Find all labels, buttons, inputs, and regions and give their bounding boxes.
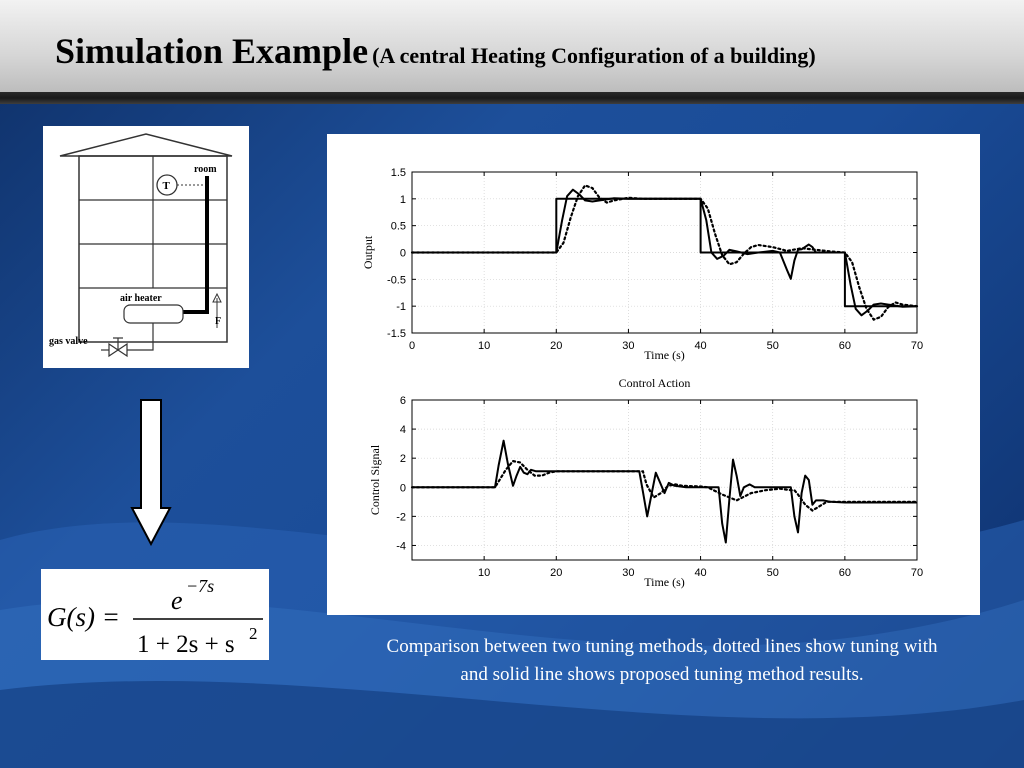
x-tick-label: 50 bbox=[767, 567, 779, 579]
sensor-label: T bbox=[163, 180, 171, 192]
air-heater-icon bbox=[123, 304, 184, 324]
title-subtitle: (A central Heating Configuration of a bu… bbox=[372, 43, 816, 68]
formula-lhs: G(s) = bbox=[47, 602, 120, 632]
x-tick-label: 20 bbox=[550, 567, 562, 579]
transfer-function-panel: G(s) = e −7s 1 + 2s + s 2 bbox=[41, 569, 269, 660]
gas-valve-label: gas valve bbox=[49, 336, 88, 347]
series-line-solid bbox=[412, 439, 917, 544]
series-line-solid bbox=[412, 188, 918, 317]
x-axis-label: Time (s) bbox=[644, 348, 685, 362]
y-tick-label: 2 bbox=[400, 453, 406, 465]
x-tick-label: 10 bbox=[478, 340, 490, 352]
output-chart: 0 10 20 30 40 50 60 70 1.5 1 0.5 0 -0.5 -1 -1.5 Time (s… bbox=[361, 167, 923, 362]
formula-numerator-base: e bbox=[171, 586, 183, 615]
x-axis-label: Time (s) bbox=[644, 575, 685, 589]
title-main: Simulation Example bbox=[55, 31, 369, 71]
x-tick-label: 30 bbox=[622, 340, 634, 352]
series-line-dotted bbox=[410, 184, 919, 321]
y-tick-label: -4 bbox=[396, 540, 406, 552]
y-axis-label: Control Signal bbox=[368, 444, 382, 515]
x-tick-label: 70 bbox=[911, 340, 923, 352]
slide-title: Simulation Example (A central Heating Co… bbox=[55, 30, 816, 72]
flow-label: F bbox=[215, 316, 221, 327]
y-tick-label: 4 bbox=[400, 424, 406, 436]
y-tick-label: 0 bbox=[400, 482, 406, 494]
air-heater-label: air heater bbox=[120, 293, 162, 304]
chart-title: Control Action bbox=[619, 376, 691, 390]
caption-line-2: and solid line shows proposed tuning met… bbox=[460, 664, 864, 685]
formula-numerator-exponent: −7s bbox=[186, 576, 214, 596]
y-tick-label: 1 bbox=[400, 194, 406, 206]
y-tick-label: 1.5 bbox=[391, 167, 406, 179]
x-tick-label: 0 bbox=[409, 340, 415, 352]
series-line-dotted bbox=[410, 459, 919, 512]
y-tick-label: 0 bbox=[400, 248, 406, 260]
formula-denominator: 1 + 2s + s bbox=[137, 631, 235, 658]
y-tick-label: 0.5 bbox=[391, 221, 406, 233]
x-tick-label: 40 bbox=[694, 340, 706, 352]
title-bar bbox=[0, 0, 1024, 92]
building-diagram: room T air heater F gas valve bbox=[49, 133, 233, 358]
x-tick-label: 60 bbox=[839, 567, 851, 579]
room-label: room bbox=[194, 164, 217, 175]
y-tick-label: -1.5 bbox=[387, 328, 406, 340]
x-tick-label: 40 bbox=[694, 567, 706, 579]
x-tick-label: 70 bbox=[911, 567, 923, 579]
building-diagram-panel: room T air heater F gas valve bbox=[43, 126, 249, 368]
y-tick-label: 6 bbox=[400, 395, 406, 407]
y-axis-label: Output bbox=[361, 235, 375, 269]
title-divider bbox=[0, 92, 1024, 104]
y-tick-label: -1 bbox=[396, 301, 406, 313]
simulation-charts-panel: 0 10 20 30 40 50 60 70 1.5 1 0.5 0 -0.5 -1 -1.5 Time (s… bbox=[327, 134, 980, 615]
y-tick-label: -0.5 bbox=[387, 274, 406, 286]
figure-caption: Comparison between two tuning methods, d… bbox=[322, 633, 1002, 689]
x-tick-label: 20 bbox=[550, 340, 562, 352]
caption-line-1: Comparison between two tuning methods, d… bbox=[386, 636, 938, 657]
x-tick-label: 30 bbox=[622, 567, 634, 579]
down-arrow-icon bbox=[130, 399, 172, 547]
x-tick-label: 50 bbox=[767, 340, 779, 352]
gas-valve-icon bbox=[108, 337, 128, 358]
y-tick-label: -2 bbox=[396, 511, 406, 523]
series-line-setpoint bbox=[412, 197, 917, 308]
plot-frame bbox=[411, 399, 918, 561]
formula-denominator-power: 2 bbox=[249, 624, 258, 643]
transfer-function: G(s) = e −7s 1 + 2s + s 2 bbox=[47, 576, 263, 658]
x-tick-label: 60 bbox=[839, 340, 851, 352]
x-tick-label: 10 bbox=[478, 567, 490, 579]
